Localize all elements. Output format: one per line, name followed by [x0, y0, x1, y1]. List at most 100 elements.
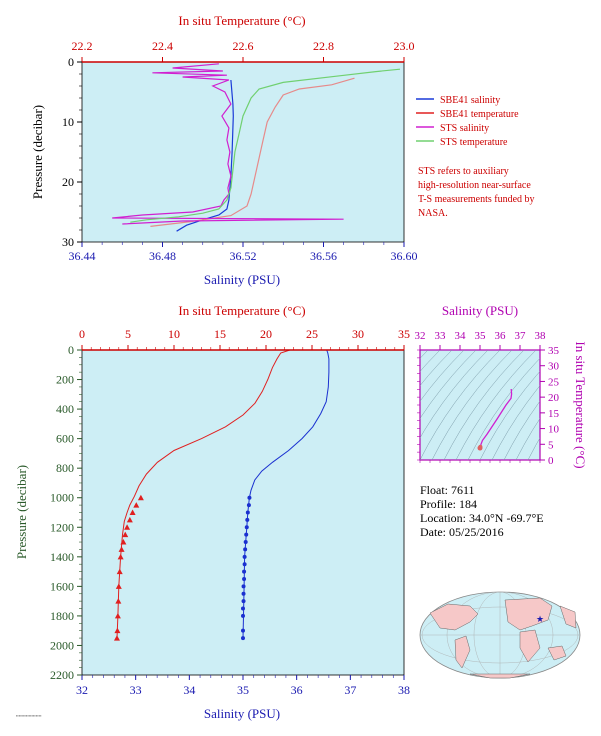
salinity-marker — [241, 613, 245, 618]
sts-note-line: NASA. — [418, 208, 448, 219]
ts-temp-tick-label-0: 0 — [548, 455, 554, 467]
bottom-sal-tick-label-6: 38 — [398, 683, 410, 697]
bottom-panel: 0 5 10 15 20 25 30 35 32 33 34 35 36 37 38 0 200 400 600 80… — [14, 303, 410, 721]
sts-note-line: high-resolution near-surface — [418, 180, 531, 191]
top-sal-tick-label-0: 36.44 — [69, 249, 96, 263]
density-contour — [431, 350, 513, 460]
ts-temp-axis-label: In situ Temperature (°C) — [573, 341, 588, 468]
salinity-marker — [243, 540, 248, 545]
location: Location: 34.0°N -69.7°E — [420, 511, 544, 525]
bottom-pres-tick-label-1: 200 — [56, 373, 74, 387]
top-temp-tick-label-4: 23.0 — [394, 39, 415, 53]
top-sal-tick-label-1: 36.48 — [149, 249, 176, 263]
ts-ticks: 32 33 34 35 36 37 38 0 5 10 15 20 25 30 35 — [415, 330, 560, 467]
top-series-line-3 — [130, 68, 401, 223]
ts-temp-tick-label-5: 25 — [548, 376, 560, 388]
density-contour — [420, 350, 453, 386]
density-contour — [420, 350, 477, 419]
bottom-temp-axis-label: In situ Temperature (°C) — [178, 303, 305, 318]
bottom-temp-tick-label-4: 20 — [260, 327, 272, 341]
ts-plot-area — [419, 349, 541, 461]
top-series — [112, 63, 401, 232]
bottom-sal-tick-label-3: 35 — [237, 683, 249, 697]
bottom-pres-tick-label-0: 0 — [68, 343, 74, 357]
legend-sbe41-temperature: SBE41 temperature — [440, 109, 519, 120]
density-contour — [443, 350, 525, 460]
bottom-pres-tick-label-6: 1200 — [50, 520, 74, 534]
salinity-marker — [244, 532, 249, 537]
temperature-marker — [116, 568, 123, 575]
top-pres-tick-label-2: 20 — [62, 175, 74, 189]
top-sal-tick-label-2: 36.52 — [230, 249, 257, 263]
bottom-sal-tick-label-5: 37 — [344, 683, 356, 697]
top-sal-tick-label-4: 36.60 — [391, 249, 418, 263]
ts-temp-tick-label-3: 15 — [548, 408, 560, 420]
ts-density-contours — [420, 350, 540, 460]
density-contour — [491, 385, 540, 460]
bottom-sal-tick-label-4: 36 — [291, 683, 303, 697]
bottom-pres-tick-label-3: 600 — [56, 432, 74, 446]
top-salinity-axis-label: Salinity (PSU) — [204, 272, 280, 287]
float-location-marker: ★ — [536, 614, 544, 624]
salinity-marker — [241, 628, 245, 633]
density-contour — [467, 357, 540, 460]
tiny-footer-text: ▪▪▪▪▪▪▪▪▪▪▪▪▪▪▪▪▪▪ — [16, 713, 42, 718]
ts-end-marker — [478, 444, 483, 449]
top-temp-tick-label-1: 22.4 — [152, 39, 173, 53]
sts-note: STS refers to auxiliary high-resolution n… — [418, 166, 535, 219]
bottom-temp-tick-label-6: 30 — [352, 327, 364, 341]
bottom-temp-tick-label-7: 35 — [398, 327, 410, 341]
bottom-pressure-axis-label: Pressure (decibar) — [14, 465, 29, 559]
ts-inset: 32 33 34 35 36 37 38 0 5 10 15 20 25 30 35 Salinity (P… — [415, 303, 589, 469]
density-contour — [420, 350, 465, 402]
bottom-temp-tick-label-3: 15 — [214, 327, 226, 341]
top-temp-tick-label-3: 22.8 — [313, 39, 334, 53]
density-contour — [515, 417, 540, 460]
temperature-marker — [126, 516, 133, 523]
top-pres-tick-label-3: 30 — [62, 235, 74, 249]
top-temp-tick-label-2: 22.6 — [233, 39, 254, 53]
temperature-marker — [122, 531, 129, 538]
top-legend: SBE41 salinity SBE41 temperature STS sal… — [416, 95, 535, 219]
salinity-marker — [242, 562, 247, 567]
top-temp-tick-label-0: 22.2 — [72, 39, 93, 53]
top-series-line-0 — [176, 79, 234, 232]
temperature-marker — [120, 539, 127, 545]
density-contour — [420, 350, 501, 460]
temperature-marker — [137, 494, 144, 501]
bottom-salinity-axis-label: Salinity (PSU) — [204, 706, 280, 721]
ts-sal-tick-label-0: 32 — [415, 330, 426, 342]
bottom-pres-tick-label-11: 2200 — [50, 668, 74, 682]
sts-note-line: STS refers to auxiliary — [418, 166, 509, 177]
bottom-pres-tick-label-9: 1800 — [50, 609, 74, 623]
float-info: Float: 7611 Profile: 184 Location: 34.0°… — [420, 483, 544, 539]
temperature-marker — [115, 598, 122, 604]
legend-sbe41-salinity: SBE41 salinity — [440, 95, 500, 106]
temperature-marker — [114, 627, 121, 634]
top-pressure-axis-label: Pressure (decibar) — [30, 105, 45, 199]
ts-sal-tick-label-4: 36 — [495, 330, 507, 342]
float-number: Float: 7611 — [420, 483, 475, 497]
density-contour — [527, 437, 540, 460]
ts-series — [477, 388, 513, 451]
density-contour — [479, 370, 540, 460]
world-map: ★ — [419, 591, 581, 679]
ts-salinity-axis-label: Salinity (PSU) — [442, 303, 518, 318]
salinity-marker — [241, 599, 246, 604]
legend-sts-temperature: STS temperature — [440, 137, 508, 148]
ts-sal-tick-label-6: 38 — [535, 330, 547, 342]
ts-sal-tick-label-3: 35 — [475, 330, 487, 342]
top-ticks: 22.2 22.4 22.6 22.8 23.0 36.44 36.48 36.52 36.56… — [62, 39, 418, 263]
top-pres-tick-label-1: 10 — [62, 115, 74, 129]
temperature-marker — [117, 553, 124, 560]
salinity-marker — [241, 591, 246, 596]
top-plot-area — [81, 61, 405, 243]
bottom-sal-tick-label-0: 32 — [76, 683, 88, 697]
profile-number: Profile: 184 — [420, 497, 477, 511]
sts-note-line: T-S measurements funded by — [418, 194, 535, 205]
top-sal-tick-label-3: 36.56 — [310, 249, 337, 263]
temperature-marker — [118, 546, 125, 552]
legend-sts-salinity: STS salinity — [440, 123, 489, 134]
temperature-marker — [114, 612, 121, 619]
